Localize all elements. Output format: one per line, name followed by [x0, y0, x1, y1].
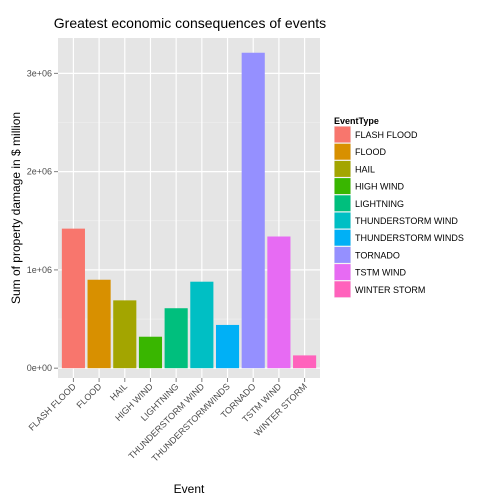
- legend-swatch: [334, 281, 351, 298]
- legend-swatch: [334, 246, 351, 263]
- bar: [164, 308, 188, 369]
- bar: [87, 279, 111, 369]
- y-tick-label: 1e+06: [27, 265, 52, 275]
- legend-swatch: [334, 195, 351, 212]
- legend: EventType FLASH FLOOD FLOOD HAIL HIGH WIND L…: [334, 116, 464, 298]
- y-axis-ticks: 0e+00 1e+06 2e+06 3e+06: [27, 68, 58, 373]
- legend-label: FLOOD: [355, 147, 387, 157]
- legend-swatch: [334, 212, 351, 229]
- legend-label: FLASH FLOOD: [355, 130, 418, 140]
- x-tick-label: FLOOD: [75, 381, 104, 410]
- legend-swatch: [334, 160, 351, 177]
- bar: [215, 324, 240, 369]
- legend-label: TSTM WIND: [355, 268, 406, 278]
- bar: [190, 281, 214, 369]
- bar: [138, 336, 163, 369]
- x-tick-label: FLASH FLOOD: [27, 381, 79, 433]
- bar: [61, 228, 85, 369]
- bar: [267, 236, 291, 369]
- bar: [113, 300, 137, 369]
- bar: [241, 52, 265, 369]
- legend-label: WINTER STORM: [355, 285, 425, 295]
- y-tick-label: 2e+06: [27, 167, 52, 177]
- legend-swatch: [334, 143, 351, 160]
- legend-label: HAIL: [355, 164, 375, 174]
- legend-label: HIGH WIND: [355, 182, 404, 192]
- bars: [61, 52, 317, 369]
- bar: [293, 355, 317, 369]
- legend-swatch: [334, 126, 351, 143]
- y-axis-title: Sum of property damage in $ million: [9, 112, 23, 304]
- legend-swatch: [334, 229, 351, 246]
- legend-label: THUNDERSTORM WIND: [355, 216, 458, 226]
- legend-label: TORNADO: [355, 250, 400, 260]
- x-tick-label: HAIL: [108, 381, 129, 402]
- legend-swatch: [334, 178, 351, 195]
- y-tick-label: 3e+06: [27, 68, 52, 78]
- chart-title: Greatest economic consequences of events: [54, 15, 326, 31]
- y-tick-label: 0e+00: [27, 363, 52, 373]
- x-axis-title: Event: [174, 482, 205, 496]
- legend-label: LIGHTNING: [355, 199, 404, 209]
- legend-swatch: [334, 264, 351, 281]
- legend-label: THUNDERSTORM WINDS: [355, 233, 464, 243]
- legend-title: EventType: [334, 116, 379, 126]
